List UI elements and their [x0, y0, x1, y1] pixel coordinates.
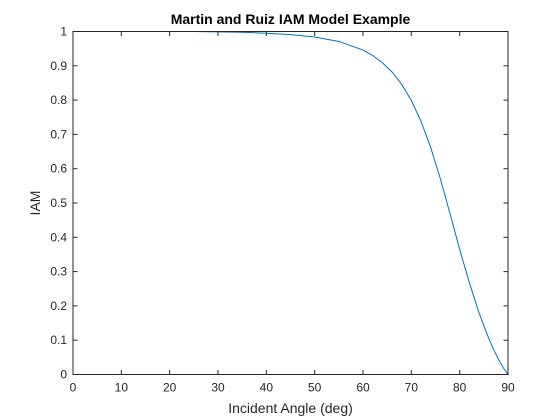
y-tick-label: 0.4 [50, 230, 67, 244]
x-tick-labels: 0 10 20 30 40 50 60 70 80 90 [70, 381, 515, 395]
x-tick-label: 90 [501, 381, 515, 395]
chart-title: Martin and Ruiz IAM Model Example [171, 11, 411, 27]
x-tick-label: 0 [70, 381, 77, 395]
x-tick-label: 20 [163, 381, 177, 395]
y-tick-label: 0.6 [50, 162, 67, 176]
x-axis-title: Incident Angle (deg) [228, 400, 353, 416]
y-tick-label: 0.8 [50, 93, 67, 107]
x-tick-label: 50 [308, 381, 322, 395]
x-tick-label: 80 [453, 381, 467, 395]
x-tick-label: 60 [356, 381, 370, 395]
axes-box [72, 31, 509, 375]
y-tick-label: 0.2 [50, 299, 67, 313]
y-axis-title: IAM [27, 191, 43, 216]
y-tick-label: 0.7 [50, 127, 67, 141]
plot-area [73, 31, 508, 375]
y-tick-label: 0.3 [50, 265, 67, 279]
x-tick-label: 70 [405, 381, 419, 395]
y-tick-label: 0.9 [50, 59, 67, 73]
y-tick-label: 0.1 [50, 333, 67, 347]
y-tick-label: 0 [60, 368, 67, 382]
x-tick-label: 10 [115, 381, 129, 395]
y-tick-label: 1 [60, 25, 67, 39]
tick-marks [72, 31, 509, 375]
y-tick-label: 0.5 [50, 196, 67, 210]
x-tick-label: 40 [260, 381, 274, 395]
x-tick-label: 30 [211, 381, 225, 395]
y-tick-labels: 0 0.1 0.2 0.3 0.4 0.5 0.6 0.7 0.8 0.9 1 [50, 25, 67, 382]
